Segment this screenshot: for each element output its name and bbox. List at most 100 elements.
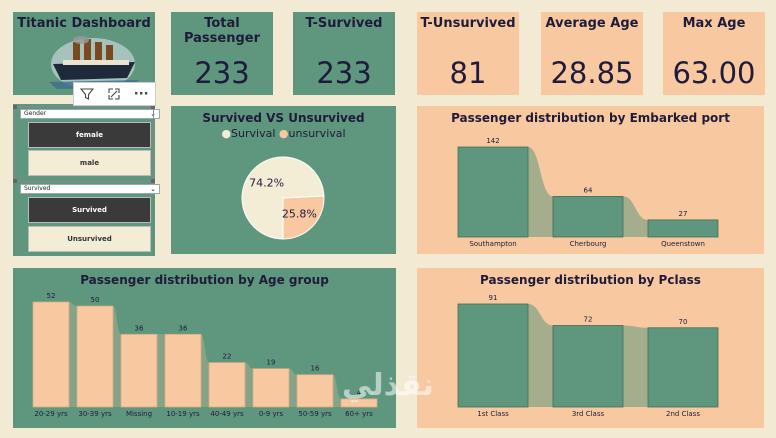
ribbon-connector (113, 306, 121, 407)
kpi-label: Max Age (682, 16, 746, 31)
slice-data-label: 25.8% (282, 208, 317, 221)
category-tick-label: 2nd Class (666, 410, 700, 418)
kpi-label: Total Passenger (183, 16, 261, 46)
bar[interactable] (76, 305, 114, 408)
category-tick-label: Cherbourg (570, 240, 607, 248)
category-tick-label: 0-9 yrs (259, 410, 284, 418)
bar[interactable] (252, 368, 290, 408)
kpi-value: 233 (194, 56, 250, 90)
category-tick-label: 30-39 yrs (78, 410, 112, 418)
kpi-card-average-age: Average Age 28.85 (541, 12, 643, 95)
bar-data-label: 142 (486, 137, 499, 145)
kpi-value: 233 (316, 56, 372, 90)
bar-data-label: 52 (47, 292, 56, 300)
bar[interactable] (457, 303, 529, 408)
category-tick-label: 3rd Class (572, 410, 605, 418)
category-tick-label: 50-59 yrs (298, 410, 332, 418)
survived-slicer-label: Survived (24, 185, 51, 192)
ribbon-connector (69, 302, 77, 407)
bar-data-label: 27 (679, 210, 688, 218)
bar-data-label: 22 (223, 353, 232, 361)
category-tick-label: 20-29 yrs (34, 410, 68, 418)
slicer-option-unsurvived[interactable]: Unsurvived (28, 226, 151, 252)
legend-dot-unsurvival: ● (278, 127, 289, 140)
slicer-option-male[interactable]: male (28, 150, 151, 176)
bar-data-label: 36 (135, 324, 144, 332)
more-options-icon[interactable]: ··· (133, 86, 149, 102)
resize-handle[interactable] (151, 179, 155, 183)
legend-label: Survival (231, 127, 276, 140)
ribbon-connector (289, 368, 297, 407)
resize-handle[interactable] (13, 179, 17, 183)
bar[interactable] (164, 333, 202, 408)
legend-label: unsurvival (288, 127, 346, 140)
slicer-option-survived[interactable]: Survived (28, 197, 151, 223)
resize-handle[interactable] (13, 105, 17, 109)
visual-selection-frame (13, 105, 155, 183)
kpi-card-total-passenger: Total Passenger 233 (171, 12, 273, 95)
title-card: Titanic Dashboard (13, 12, 155, 95)
ribbon-connector (245, 362, 253, 407)
bar-data-label: 50 (91, 296, 100, 304)
dashboard-title: Titanic Dashboard (17, 16, 151, 31)
bar[interactable] (32, 301, 70, 408)
ribbon-connector (528, 147, 553, 237)
bar-data-label: 91 (489, 294, 498, 302)
pclass-bar-chart: 91 1st Class 72 3rd Class 70 2nd Class (457, 294, 719, 418)
kpi-label: T-Survived (305, 16, 383, 31)
bar[interactable] (208, 362, 246, 408)
slicer-panel: Gender ⌄ female male Survived ⌄ Survived… (13, 104, 160, 256)
slicer-option-female[interactable]: female (28, 122, 151, 148)
chart-title: Survived VS Unsurvived (202, 111, 365, 125)
category-tick-label: Southampton (469, 240, 516, 248)
visual-toolbar: ··· (73, 82, 156, 106)
pclass-chart-card: Passenger distribution by Pclass 91 1st C… (417, 268, 764, 428)
category-tick-label: 1st Class (477, 410, 509, 418)
ribbon-connector (333, 374, 341, 407)
bar[interactable] (340, 398, 378, 408)
bar-data-label: 64 (584, 186, 593, 194)
ribbon-connector (623, 196, 648, 237)
ribbon-connector (157, 334, 165, 407)
age-chart-card: Passenger distribution by Age group 52 20… (13, 268, 396, 428)
embarked-bar-chart: 142 Southampton 64 Cherbourg 27 Queenstown (457, 137, 719, 248)
bar[interactable] (647, 219, 719, 238)
bar-data-label: 36 (179, 324, 188, 332)
category-tick-label: 60+ yrs (345, 410, 373, 418)
focus-mode-icon[interactable] (107, 87, 121, 101)
chart-title: Passenger distribution by Embarked port (451, 111, 730, 125)
category-tick-label: Missing (126, 410, 152, 418)
category-tick-label: 10-19 yrs (166, 410, 200, 418)
bar[interactable] (457, 146, 529, 238)
bar-data-label: 70 (679, 318, 688, 326)
filter-icon[interactable] (80, 87, 95, 101)
age-bar-chart: 52 20-29 yrs 50 30-39 yrs 36 Missing 36 10-19 y… (32, 292, 378, 418)
kpi-label: T-Unsurvived (420, 16, 516, 31)
chevron-down-icon[interactable]: ⌄ (150, 185, 156, 193)
bar-data-label: 19 (267, 359, 276, 367)
bar-data-label: 4 (357, 389, 362, 397)
pie-slice[interactable] (282, 195, 325, 240)
ribbon-connector (201, 334, 209, 407)
pie-chart: 74.2% 25.8% (241, 156, 325, 240)
survived-slicer-header[interactable]: Survived ⌄ (20, 184, 160, 194)
pie-chart-card: Survived VS Unsurvived ●Survival ●unsurv… (171, 106, 396, 254)
chart-title: Passenger distribution by Pclass (480, 273, 701, 287)
bar-data-label: 16 (311, 365, 320, 373)
legend-dot-survival: ● (221, 127, 232, 140)
chart-title: Passenger distribution by Age group (80, 273, 329, 287)
bar-data-label: 72 (584, 316, 593, 324)
kpi-card-max-age: Max Age 63.00 (663, 12, 765, 95)
category-tick-label: Queenstown (661, 240, 705, 248)
bar[interactable] (552, 196, 624, 238)
category-tick-label: 40-49 yrs (210, 410, 244, 418)
bar[interactable] (296, 374, 334, 408)
resize-handle[interactable] (151, 105, 155, 109)
kpi-card-t-unsurvived: T-Unsurvived 81 (417, 12, 519, 95)
bar[interactable] (647, 327, 719, 408)
kpi-value: 63.00 (672, 56, 756, 90)
bar[interactable] (120, 333, 158, 408)
embarked-chart-card: Passenger distribution by Embarked port … (417, 106, 764, 254)
bar[interactable] (552, 325, 624, 408)
ribbon-connector (623, 325, 648, 407)
